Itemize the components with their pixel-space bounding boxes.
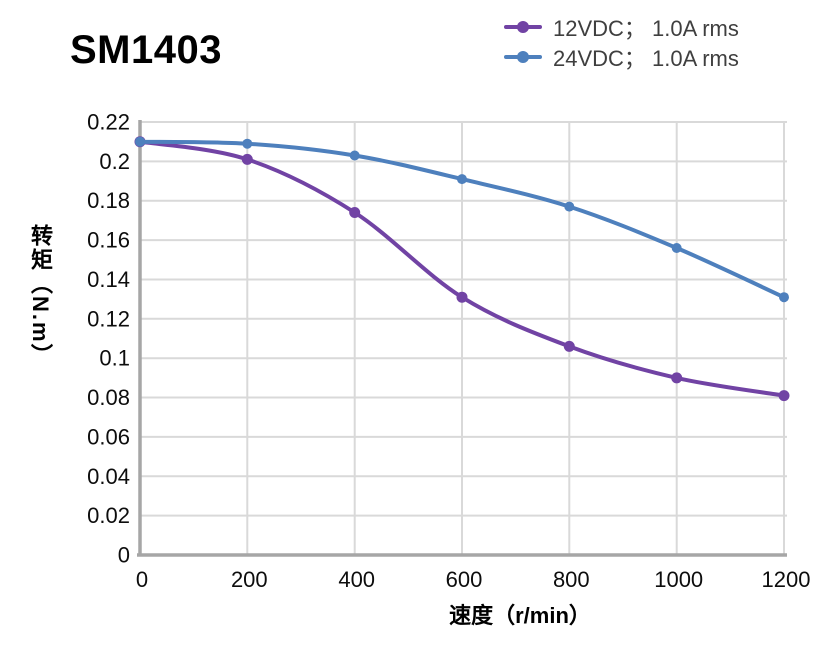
series-marker-1 xyxy=(135,136,145,147)
x-tick-label: 200 xyxy=(231,567,268,592)
series-marker-0 xyxy=(456,291,468,303)
y-tick-label: 0.08 xyxy=(87,385,130,410)
y-tick-label: 0.18 xyxy=(87,188,130,213)
x-tick-label: 1000 xyxy=(654,567,703,592)
x-tick-label: 800 xyxy=(553,567,590,592)
series-marker-1 xyxy=(349,150,360,161)
y-tick-label: 0.1 xyxy=(99,346,130,371)
x-tick-label: 1200 xyxy=(762,567,811,592)
series-marker-0 xyxy=(241,153,253,165)
series-marker-1 xyxy=(457,174,467,185)
series-marker-1 xyxy=(779,292,789,303)
x-tick-label: 400 xyxy=(338,567,375,592)
series-marker-1 xyxy=(242,138,253,149)
y-tick-label: 0.2 xyxy=(99,149,130,174)
legend-label-12vdc: 12VDC； 1.0A rms xyxy=(553,16,739,41)
series-marker-1 xyxy=(671,243,682,253)
y-tick-label: 0.16 xyxy=(87,228,130,253)
series-marker-0 xyxy=(778,390,790,402)
x-axis-title: 速度（r/min） xyxy=(449,603,591,628)
y-tick-label: 0.06 xyxy=(87,424,130,449)
y-tick-label: 0.22 xyxy=(87,110,130,135)
legend-item-24vdc: 24VDC； 1.0A rms xyxy=(504,42,739,72)
legend: 12VDC； 1.0A rms 24VDC； 1.0A rms xyxy=(504,12,739,72)
y-tick-label: 0.04 xyxy=(87,464,130,489)
y-tick-label: 0.02 xyxy=(87,503,130,528)
x-tick-label: 0 xyxy=(136,567,148,592)
series-marker-1 xyxy=(564,201,575,212)
y-tick-label: 0.12 xyxy=(87,306,130,331)
legend-item-12vdc: 12VDC； 1.0A rms xyxy=(504,12,739,42)
series-marker-0 xyxy=(563,340,575,352)
legend-label-24vdc: 24VDC； 1.0A rms xyxy=(553,46,739,71)
x-tick-label: 600 xyxy=(446,567,483,592)
series-marker-0 xyxy=(671,372,683,384)
y-tick-label: 0.14 xyxy=(87,267,130,292)
legend-line-marker-icon xyxy=(504,51,542,63)
chart-title: SM1403 xyxy=(70,28,222,72)
y-axis-title: 转矩（N.m） xyxy=(28,224,53,368)
series-marker-0 xyxy=(349,207,361,218)
y-tick-label: 0 xyxy=(118,543,130,568)
legend-line-marker-icon xyxy=(504,21,542,33)
